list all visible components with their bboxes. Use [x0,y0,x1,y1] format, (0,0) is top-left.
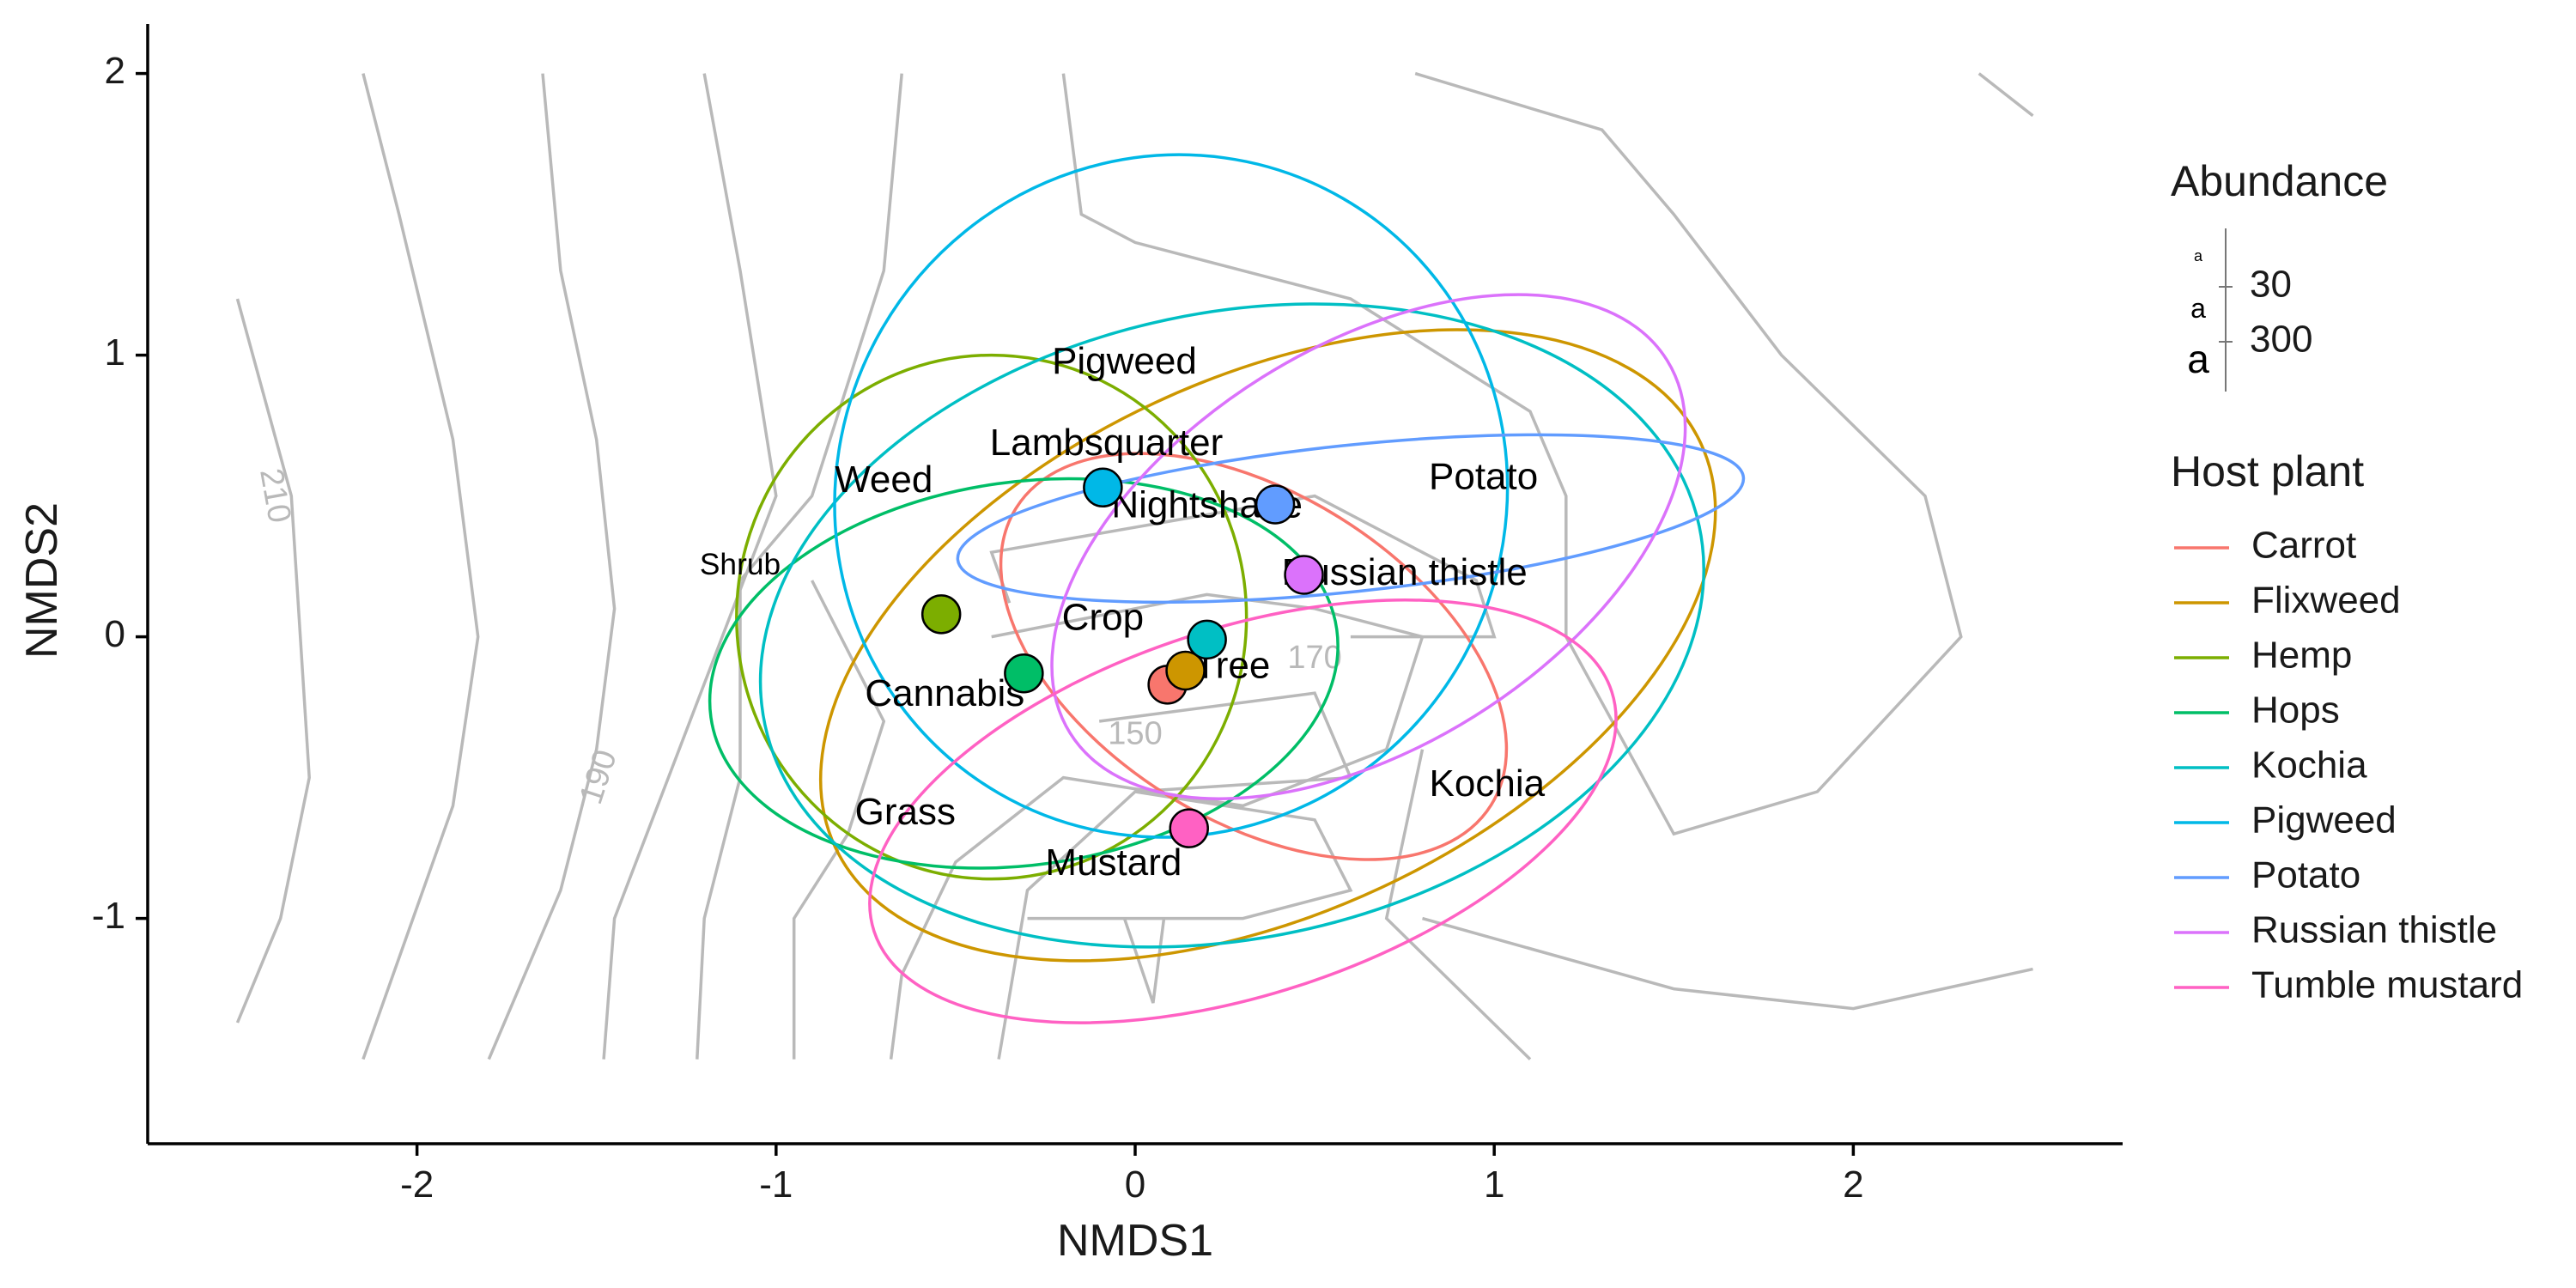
contour-line-10 [1384,749,1532,1060]
legend-label-russian-thistle: Russian thistle [2251,909,2497,951]
contour-line-9 [1122,918,1166,1004]
abundance-key-label-0: 30 [2250,264,2292,306]
y-tick-label--1: -1 [92,895,125,937]
category-label-grass: Grass [855,791,956,833]
x-tick-label-1: 1 [1484,1163,1504,1206]
contour-line-1 [361,73,480,1060]
contour-line-14 [1978,72,2034,118]
contour-line-2 [487,73,617,1060]
ellipse-layer [708,153,1746,1024]
host-plant-keys: Carrot Flixweed Hemp Hops Kochia Pigweed Potat… [2174,525,2523,1006]
ellipse-hops [708,477,1340,870]
contour-line-12 [1061,71,1963,836]
legend-label-tumble-mustard: Tumble mustard [2251,964,2523,1006]
category-label-weed: Weed [835,459,933,501]
point-tumble-mustard [1169,808,1209,848]
contour-label-2: 170 [1287,640,1341,676]
x-tick-label--1: -1 [759,1163,793,1206]
contour-line-3 [602,73,778,1060]
contour-label-0: 210 [252,465,297,526]
category-label-crop: Crop [1062,597,1144,639]
category-label-kochia: Kochia [1430,762,1546,805]
contour-line-0 [235,298,311,1024]
ellipse-tumble-mustard [868,598,1618,1024]
contour-label-3: 150 [1108,715,1162,751]
ellipse-kochia [758,302,1705,949]
abundance-key-glyph-1: a [2190,293,2206,324]
legend-label-potato: Potato [2251,854,2360,896]
category-label-shrub: Shrub [700,548,781,581]
point-kochia [1187,619,1227,660]
point-russian-thistle [1284,555,1324,595]
legend-label-hops: Hops [2251,690,2340,732]
x-tick-label-0: 0 [1125,1163,1145,1206]
legend-label-carrot: Carrot [2251,525,2356,567]
abundance-key-label-1: 300 [2250,319,2312,361]
legend-host-title: Host plant [2171,447,2364,495]
category-label-potato: Potato [1429,456,1538,498]
contour-line-13 [1422,916,2033,1011]
y-tick-label-2: 2 [105,50,125,92]
legend-label-kochia: Kochia [2251,744,2367,787]
ellipse-pigweed [833,153,1510,839]
tick-layer: -2 -1 0 1 2 -1 0 1 2 [92,50,1864,1206]
legend-label-pigweed: Pigweed [2251,799,2397,841]
contour-line-11 [989,494,1497,639]
legend-label-hemp: Hemp [2251,635,2352,677]
abundance-key-glyph-2: a [2187,337,2209,381]
x-tick-label--2: -2 [400,1163,434,1206]
x-axis-title: NMDS1 [1057,1216,1213,1266]
contour-layer: 210 190 170 150 [235,71,2034,1060]
point-flixweed [1165,650,1206,691]
point-hemp [920,594,962,635]
category-label-lambsquarter: Lambsquarter [990,422,1223,464]
contour-label-1: 190 [573,745,624,808]
category-label-cannabis: Cannabis [865,672,1024,714]
y-tick-label-1: 1 [105,331,125,374]
ellipse-flixweed [818,328,1717,963]
point-potato [1255,484,1296,525]
x-tick-label-2: 2 [1843,1163,1863,1206]
category-label-mustard: Mustard [1045,841,1182,884]
category-label-layer: PigweedLambsquarterWeedNightshadePotatoS… [700,340,1546,884]
category-label-pigweed: Pigweed [1052,340,1197,382]
point-pigweed [1083,467,1123,508]
ellipse-russian-thistle [1050,293,1687,800]
ellipse-hemp [735,353,1249,881]
legend-abundance-title: Abundance [2171,157,2388,205]
contour-line-7 [997,691,1353,1060]
y-tick-label-0: 0 [105,613,125,655]
abundance-key-glyph-0: a [2194,247,2203,264]
point-layer [920,467,1324,848]
point-hops [1004,653,1044,694]
ellipse-potato [956,433,1746,605]
y-axis-title: NMDS2 [17,502,67,659]
contour-line-6 [889,592,1425,1060]
legend-label-flixweed: Flixweed [2251,580,2401,622]
axes [146,24,2123,1145]
contour-line-8 [1027,790,1353,920]
